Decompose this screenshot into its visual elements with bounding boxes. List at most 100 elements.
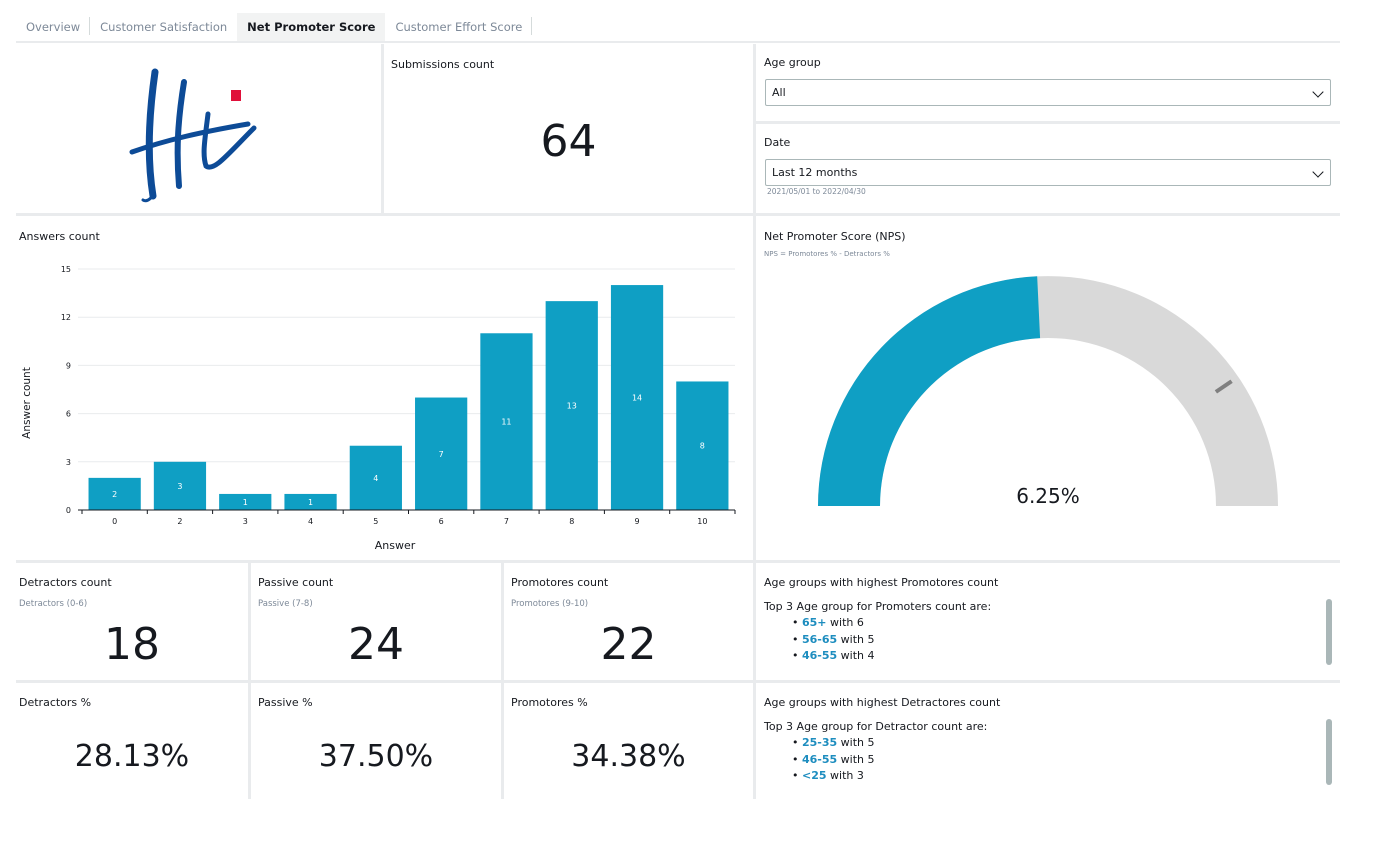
- tab-customer-effort-score[interactable]: Customer Effort Score: [385, 13, 533, 41]
- chevron-down-icon: [1312, 86, 1324, 98]
- tab-net-promoter-score[interactable]: Net Promoter Score: [237, 13, 386, 41]
- y-tick-label: 0: [66, 506, 71, 515]
- y-tick-label: 9: [66, 361, 71, 370]
- top-promoters-title: Age groups with highest Promotores count: [764, 576, 999, 589]
- bar-answer-8[interactable]: [545, 301, 598, 510]
- divider: [16, 680, 1340, 683]
- x-axis-label: Answer: [375, 539, 416, 552]
- bar-answer-4[interactable]: [284, 493, 337, 510]
- date-value: Last 12 months: [772, 166, 858, 179]
- divider: [756, 121, 1340, 124]
- bar-answer-5[interactable]: [349, 445, 402, 510]
- bar-answer-3[interactable]: [219, 493, 272, 510]
- x-tick-label: 0: [112, 517, 117, 526]
- list-item: • <25 with 3: [792, 769, 864, 782]
- passive-count-panel: Passive count Passive (7-8) 24: [251, 563, 501, 680]
- submissions-value: 64: [540, 116, 597, 167]
- tab-customer-satisfaction[interactable]: Customer Satisfaction: [100, 20, 228, 34]
- bar-value-label: 7: [439, 450, 444, 459]
- detractors-percent-title: Detractors %: [19, 696, 92, 709]
- nps-title: Net Promoter Score (NPS): [764, 230, 906, 243]
- list-item-text: with 5: [837, 752, 875, 766]
- promotores-count-title: Promotores count: [511, 576, 609, 589]
- x-tick-label: 2: [177, 517, 182, 526]
- top-detractors-panel: Age groups with highest Detractores coun…: [756, 683, 1340, 799]
- scrollbar[interactable]: [1326, 599, 1332, 665]
- scrollbar[interactable]: [1326, 719, 1332, 785]
- date-filter: Date Last 12 months 2021/05/01 to 2022/0…: [756, 124, 1340, 213]
- list-item-text: with 4: [837, 649, 875, 662]
- bar-value-label: 1: [308, 498, 313, 507]
- bar-answer-2[interactable]: [153, 461, 207, 510]
- y-tick-label: 6: [66, 410, 71, 419]
- top-promoters-intro: Top 3 Age group for Promoters count are:: [764, 600, 992, 613]
- nps-value: 6.25%: [1016, 484, 1080, 508]
- gauge-fill: [818, 276, 1041, 506]
- age-group-select[interactable]: All: [765, 79, 1331, 106]
- detractors-percent-panel: Detractors % 28.13%: [16, 683, 248, 799]
- passive-percent-panel: Passive % 37.50%: [251, 683, 501, 799]
- bar-value-label: 3: [177, 482, 182, 491]
- y-axis-label: Answer count: [21, 367, 33, 439]
- bar-value-label: 14: [632, 394, 642, 403]
- x-tick-label: 4: [308, 517, 313, 526]
- list-item-text: with 5: [837, 632, 875, 646]
- promotores-count-sub: Promotores (9-10): [511, 599, 589, 609]
- list-item-text: with 5: [837, 736, 875, 749]
- divider: [381, 44, 384, 214]
- detractors-percent-value: 28.13%: [74, 739, 190, 774]
- x-tick-label: 9: [635, 517, 640, 526]
- nps-subtitle: NPS = Promotores % - Detractors %: [764, 250, 890, 258]
- x-tick-label: 7: [504, 517, 509, 526]
- age-group-key: <25: [802, 769, 827, 782]
- company-logo: [129, 68, 257, 203]
- bar-answer-9[interactable]: [610, 285, 664, 510]
- bar-value-label: 1: [243, 498, 248, 507]
- passive-count-value: 24: [348, 619, 404, 670]
- bar-answer-0[interactable]: [88, 477, 141, 510]
- tab-overview[interactable]: Overview: [16, 13, 91, 41]
- passive-count-sub: Passive (7-8): [258, 599, 313, 609]
- nps-gauge: [818, 276, 1278, 506]
- top-detractors-title: Age groups with highest Detractores coun…: [764, 696, 1001, 709]
- x-tick-label: 3: [243, 517, 248, 526]
- submissions-title: Submissions count: [391, 58, 495, 71]
- bar-answer-7[interactable]: [480, 333, 533, 510]
- gauge-target-marker: [1214, 379, 1233, 394]
- divider: [16, 213, 1340, 216]
- age-group-key: 46-55: [802, 649, 838, 662]
- age-group-key: 65+: [802, 616, 827, 629]
- detractors-count-title: Detractors count: [19, 576, 112, 589]
- answers-chart-title: Answers count: [19, 230, 100, 243]
- promotores-percent-value: 34.38%: [571, 739, 686, 774]
- bar-answer-10[interactable]: [676, 381, 729, 510]
- x-tick-label: 8: [569, 517, 574, 526]
- logo-panel: [16, 44, 381, 213]
- list-item: • 46-55 with 4: [792, 649, 875, 662]
- bar-value-label: 13: [567, 402, 577, 411]
- x-tick-label: 10: [697, 517, 707, 526]
- bar-value-label: 4: [373, 474, 378, 483]
- promotores-percent-title: Promotores %: [511, 696, 588, 709]
- age-group-value: All: [772, 86, 786, 99]
- top-detractors-list: Top 3 Age group for Detractor count are:…: [764, 720, 987, 785]
- bar-answer-6[interactable]: [415, 397, 468, 510]
- bar-value-label: 8: [700, 442, 705, 451]
- passive-percent-value: 37.50%: [318, 739, 434, 774]
- top-detractors-intro: Top 3 Age group for Detractor count are:: [764, 720, 988, 733]
- x-tick-label: 5: [373, 517, 378, 526]
- divider: [16, 560, 1340, 563]
- date-select[interactable]: Last 12 months: [765, 159, 1331, 186]
- x-tick-label: 6: [439, 517, 444, 526]
- top-promoters-panel: Age groups with highest Promotores count…: [756, 563, 1340, 680]
- divider: [753, 44, 756, 799]
- top-promoters-list: Top 3 Age group for Promoters count are:…: [764, 600, 991, 665]
- age-group-key: 56-65: [802, 632, 838, 646]
- submissions-panel: Submissions count 64: [384, 44, 753, 213]
- list-item-text: with 3: [826, 769, 864, 782]
- list-item: • 25-35 with 5: [792, 736, 875, 749]
- logo-dot: [231, 90, 241, 101]
- age-group-label: Age group: [764, 56, 821, 69]
- y-tick-label: 3: [66, 458, 71, 467]
